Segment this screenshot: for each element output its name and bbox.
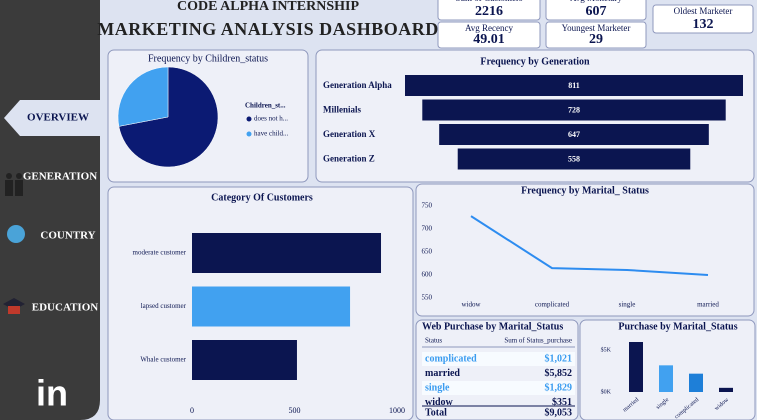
table-cell: single — [425, 382, 450, 393]
nav-item[interactable]: EDUCATION — [32, 302, 98, 314]
nav-item[interactable]: GENERATION — [23, 171, 97, 183]
table-row-bg — [422, 352, 575, 366]
kpi-label: Oldest Marketer — [674, 6, 733, 16]
kpi-card — [545, 21, 647, 49]
data-label: 558 — [568, 154, 580, 163]
x-tick-label: complicated — [535, 301, 570, 309]
category-label: moderate customer — [133, 249, 187, 257]
y-tick-label: 700 — [422, 225, 433, 233]
bar — [659, 365, 673, 392]
kpi-value: 132 — [693, 17, 714, 32]
category-label: Generation Z — [323, 154, 375, 164]
education-icon-book — [8, 306, 20, 314]
table-total: Total — [425, 407, 447, 418]
chart-title: Frequency by Marital_ Status — [521, 185, 649, 196]
y-tick-label: 750 — [422, 202, 433, 210]
kpi-label: Avg Recency — [465, 23, 514, 33]
category-label: lapsed customer — [141, 302, 187, 310]
funnel-bar — [405, 75, 743, 96]
pie-slice — [118, 66, 219, 168]
country-icon — [7, 225, 25, 243]
bar — [192, 286, 351, 327]
pie-slice — [117, 66, 169, 127]
logo[interactable]: in — [36, 373, 68, 414]
y-tick-label: $0K — [601, 388, 612, 395]
x-tick-label: 500 — [289, 406, 301, 415]
bar — [689, 373, 703, 392]
y-tick-label: 600 — [422, 271, 433, 279]
x-tick-label: widow — [461, 301, 481, 309]
table-cell: $351 — [552, 397, 572, 408]
kpi-label: Avg Monetary — [570, 0, 623, 3]
kpi-value: 29 — [589, 32, 603, 47]
table-title: Web Purchase by Marital_Status — [422, 321, 563, 332]
table-row-bg — [422, 381, 575, 395]
legend-label: does not h... — [254, 115, 288, 123]
funnel-bar — [422, 99, 726, 121]
kpi-value: 2216 — [475, 4, 503, 19]
nav-item[interactable]: OVERVIEW — [27, 112, 89, 124]
nav-selected — [4, 100, 100, 136]
table-total: $9,053 — [545, 407, 573, 418]
table-cell: married — [425, 368, 460, 379]
org-title: CODE ALPHA INTERNSHIP — [177, 0, 359, 14]
panel — [415, 183, 755, 317]
data-label: 728 — [568, 105, 580, 114]
table-cell: $5,852 — [545, 368, 573, 379]
legend-swatch — [246, 116, 252, 122]
chart-title: Category Of Customers — [211, 192, 313, 203]
bar — [192, 233, 382, 273]
bar — [629, 342, 643, 392]
chart-title: Frequency by Generation — [480, 56, 590, 67]
kpi-card — [437, 0, 541, 21]
category-label: Generation X — [323, 129, 376, 139]
kpi-card — [545, 0, 647, 21]
y-tick-label: 550 — [422, 294, 433, 302]
chart-title: Purchase by Marital_Status — [618, 321, 737, 332]
funnel-bar — [439, 124, 709, 145]
x-tick-label: 1000 — [389, 406, 405, 415]
kpi-card — [652, 4, 754, 34]
kpi-label: Youngest Marketer — [562, 23, 631, 33]
y-tick-label: 650 — [422, 248, 433, 256]
line — [470, 215, 709, 276]
generation-icon — [5, 173, 23, 196]
table-cell: complicated — [425, 353, 477, 364]
bar — [192, 340, 297, 380]
table-header: Status — [425, 337, 442, 345]
kpi-value: 607 — [586, 4, 607, 19]
kpi-value: 49.01 — [473, 32, 505, 47]
x-tick-label: married — [697, 301, 719, 309]
legend-swatch — [246, 131, 252, 137]
kpi-card — [437, 21, 541, 49]
table-cell: widow — [425, 397, 454, 408]
chart-title: Frequency by Children_status — [148, 53, 268, 64]
table-cell: $1,829 — [545, 382, 573, 393]
x-tick-label: single — [619, 301, 636, 309]
y-tick-label: $5K — [601, 347, 612, 354]
data-label: 811 — [568, 81, 580, 90]
bar — [719, 387, 733, 392]
dashboard-title: MARKETING ANALYSIS DASHBOARD — [97, 19, 438, 39]
legend-title: Children_st... — [245, 102, 286, 110]
sidebar — [0, 0, 100, 420]
category-label: Millenials — [323, 105, 361, 115]
table-cell: $1,021 — [545, 353, 573, 364]
nav-item[interactable]: COUNTRY — [40, 230, 95, 242]
category-label: Generation Alpha — [323, 80, 392, 90]
legend-label: have child... — [254, 130, 288, 138]
table-header: Sum of Status_purchase — [504, 337, 572, 345]
x-tick-label: 0 — [190, 406, 194, 415]
funnel-bar — [457, 148, 691, 170]
data-label: 647 — [568, 130, 580, 139]
kpi-label: Sum of Customers — [455, 0, 523, 3]
category-label: Whale customer — [140, 356, 186, 364]
